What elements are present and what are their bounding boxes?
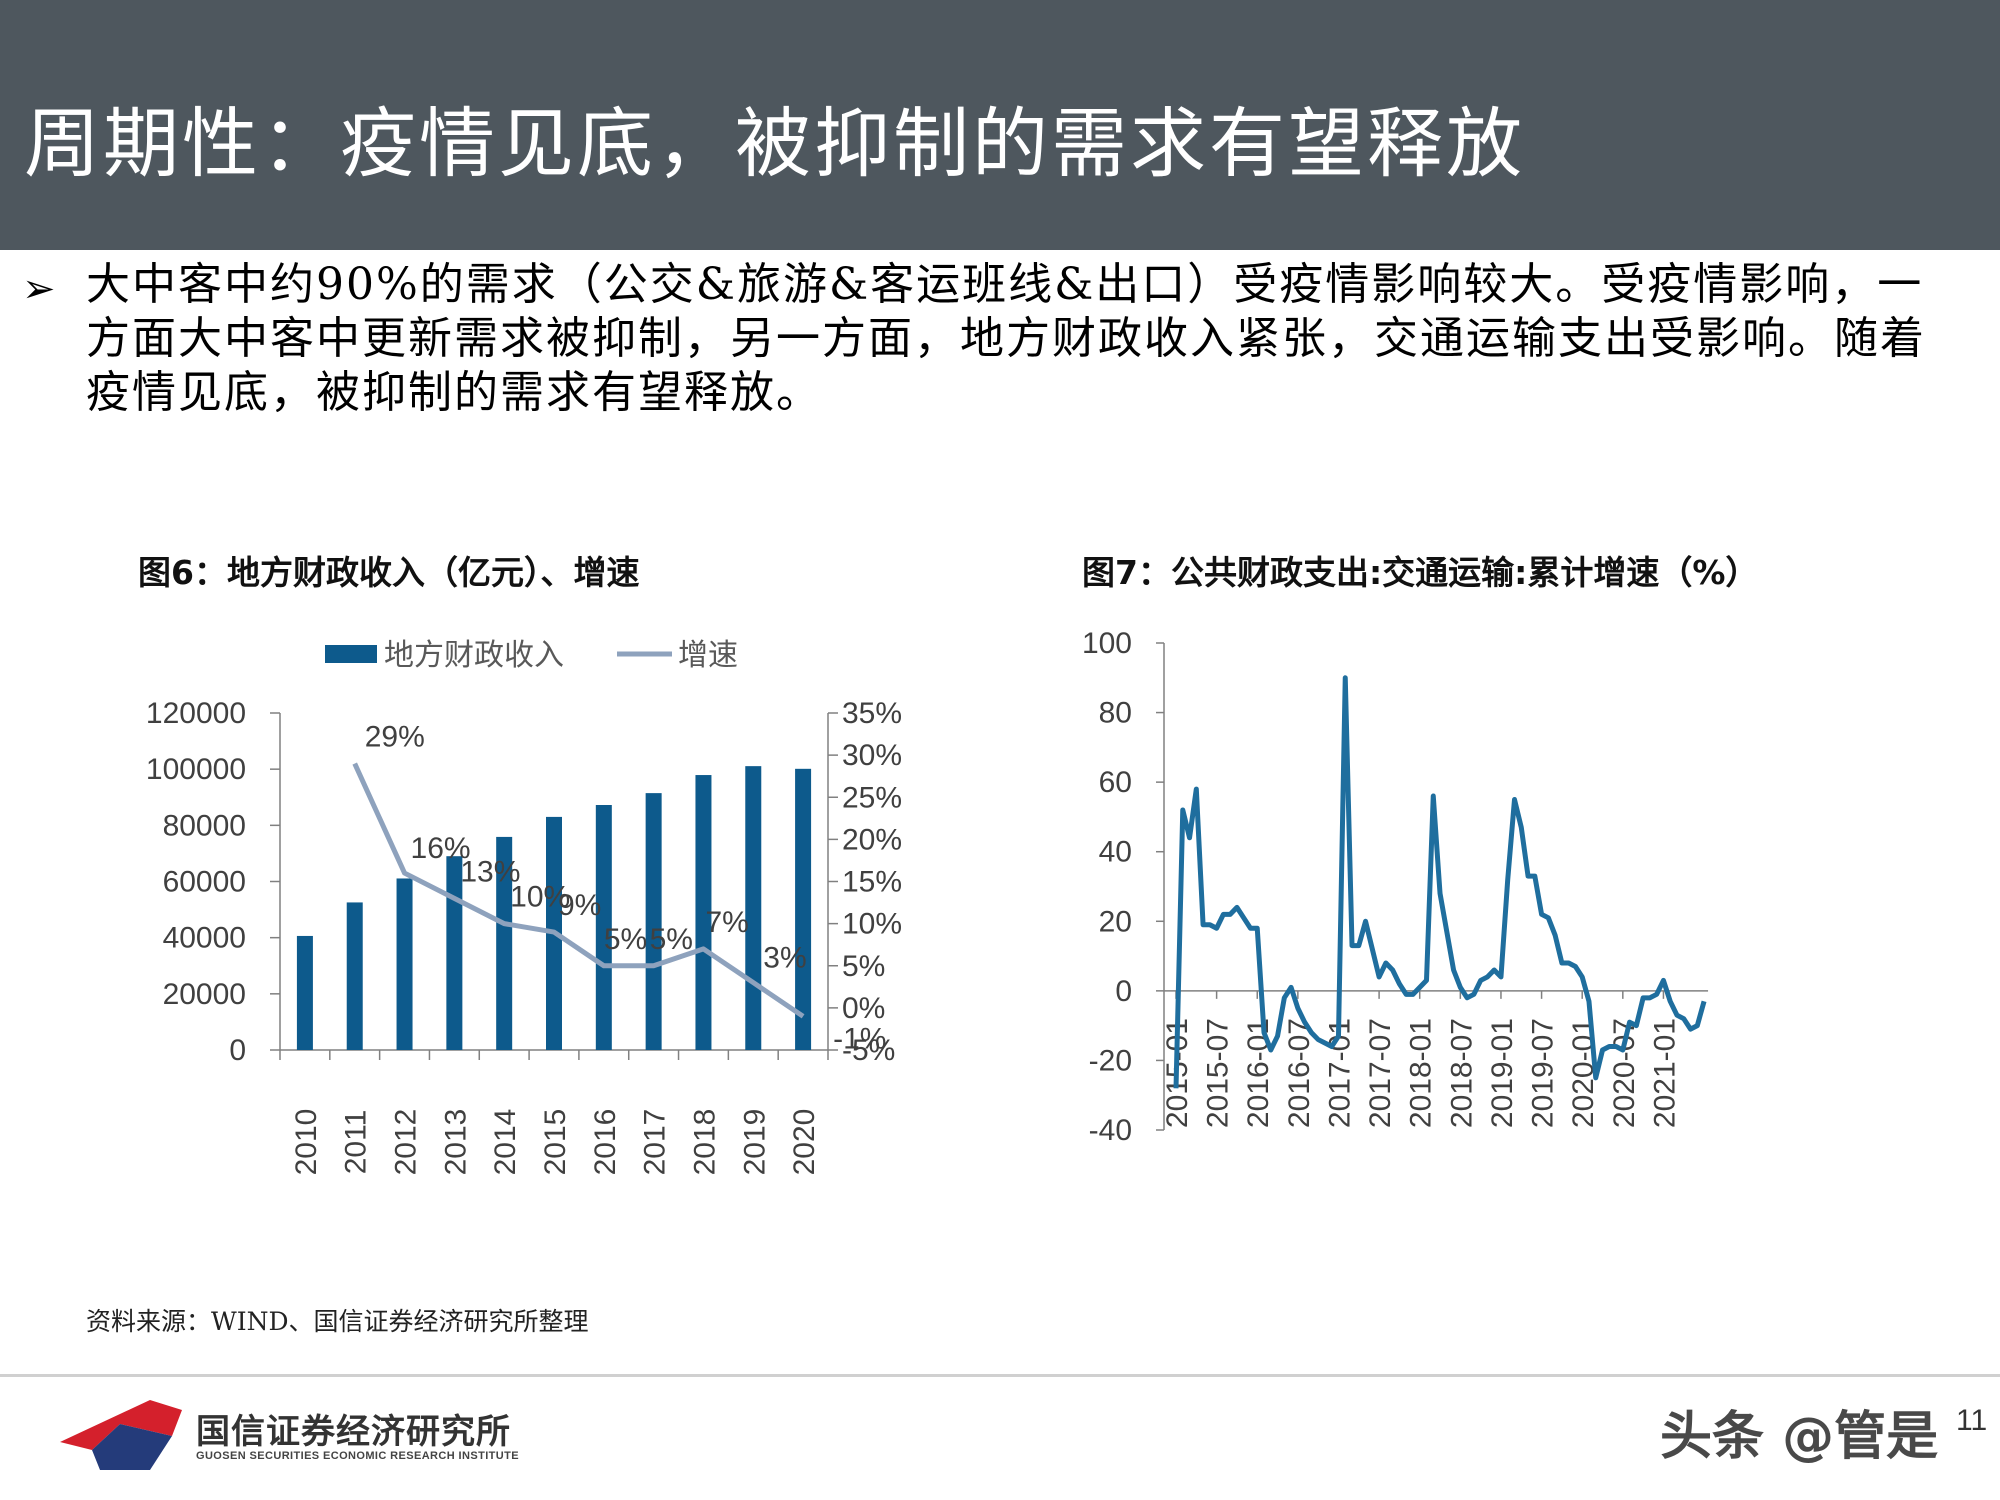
growth-data-label: 29% [365, 721, 425, 754]
footer-divider [0, 1374, 2000, 1377]
source-note: 资料来源：WIND、国信证券经济研究所整理 [86, 1307, 589, 1336]
y-right-tick-label: 35% [842, 697, 902, 730]
x-tick-label: 2011 [340, 1110, 373, 1175]
revenue-bar [296, 935, 313, 1050]
y-right-tick-label: 10% [842, 908, 902, 941]
growth-data-label: 16% [411, 832, 471, 865]
logo-name: 国信证券经济研究所 [196, 1412, 511, 1452]
revenue-bar [795, 768, 812, 1050]
x-tick-label: 2019 [738, 1109, 771, 1176]
revenue-bar [396, 878, 413, 1050]
x-tick-label: 2014 [489, 1109, 522, 1176]
x-tick-label: 2016-01 [1242, 1018, 1275, 1128]
slide-header: 周期性：疫情见底，被抑制的需求有望释放 [0, 0, 2000, 250]
revenue-bar [645, 793, 662, 1050]
y-tick-label: -20 [1089, 1044, 1132, 1077]
growth-data-label: 10% [510, 881, 570, 914]
x-tick-label: 2019-01 [1486, 1018, 1519, 1128]
y-right-tick-label: 15% [842, 866, 902, 899]
x-tick-label: 2013 [439, 1109, 472, 1176]
y-left-tick-label: 120000 [146, 697, 246, 730]
arrow-bullet-icon: ➢ [22, 266, 56, 312]
legend-bar-swatch [325, 645, 377, 663]
y-tick-label: 0 [1115, 975, 1132, 1008]
y-tick-label: 100 [1082, 627, 1132, 660]
growth-data-label: 9% [558, 889, 601, 922]
x-tick-label: 2010 [290, 1109, 323, 1176]
y-left-tick-label: 80000 [163, 809, 246, 842]
x-tick-label: 2015-07 [1202, 1018, 1235, 1128]
x-tick-label: 2012 [390, 1109, 423, 1176]
revenue-bar [496, 836, 513, 1050]
y-right-tick-label: 5% [842, 950, 885, 983]
y-tick-label: 80 [1099, 697, 1132, 730]
legend-label-revenue: 地方财政收入 [384, 638, 564, 673]
y-right-tick-label: -5% [842, 1034, 895, 1067]
x-tick-label: 2018-01 [1405, 1018, 1438, 1128]
x-tick-label: 2018-07 [1445, 1018, 1478, 1128]
y-left-tick-label: 60000 [163, 866, 246, 899]
x-tick-label: 2019-07 [1527, 1018, 1560, 1128]
y-left-tick-label: 20000 [163, 978, 246, 1011]
y-tick-label: 20 [1099, 905, 1132, 938]
x-tick-label: 2017 [639, 1109, 672, 1176]
chart2-title: 图7：公共财政支出:交通运输:累计增速（%） [1082, 553, 1759, 592]
growth-data-label: 7% [705, 906, 748, 939]
x-tick-label: 2016 [589, 1109, 622, 1176]
y-tick-label: 40 [1099, 836, 1132, 869]
revenue-bar [695, 775, 712, 1050]
y-right-tick-label: 30% [842, 739, 902, 772]
y-left-tick-label: 40000 [163, 922, 246, 955]
transport-growth-line [1173, 675, 1707, 1089]
growth-data-label: 3% [763, 942, 806, 975]
revenue-bar [346, 902, 363, 1050]
growth-data-label: 5% [650, 923, 693, 956]
growth-data-label: -1% [833, 1022, 886, 1055]
y-right-tick-label: 0% [842, 992, 885, 1025]
x-tick-label: 2018 [688, 1109, 721, 1176]
y-left-tick-label: 100000 [146, 753, 246, 786]
y-right-tick-label: 20% [842, 823, 902, 856]
logo-subtitle: GUOSEN SECURITIES ECONOMIC RESEARCH INST… [196, 1450, 519, 1462]
y-tick-label: 60 [1099, 766, 1132, 799]
growth-data-label: 13% [460, 855, 520, 888]
legend-label-growth: 增速 [678, 638, 738, 673]
revenue-bar [595, 805, 612, 1050]
y-left-tick-label: 0 [229, 1034, 246, 1067]
y-right-tick-label: 25% [842, 781, 902, 814]
page-number: 11 [1956, 1404, 1988, 1437]
revenue-bar [446, 856, 463, 1050]
x-tick-label: 2017-07 [1364, 1018, 1397, 1128]
x-tick-label: 2015 [539, 1109, 572, 1176]
growth-line [352, 762, 805, 1019]
chart1-title: 图6：地方财政收入（亿元）、增速 [138, 553, 640, 592]
x-tick-label: 2016-07 [1283, 1018, 1316, 1128]
watermark: 头条 @管是 [1660, 1407, 1939, 1467]
slide-title: 周期性：疫情见底，被抑制的需求有望释放 [24, 99, 1525, 188]
x-tick-label: 2020 [788, 1109, 821, 1176]
y-tick-label: -40 [1089, 1114, 1132, 1147]
growth-data-label: 5% [604, 923, 647, 956]
x-tick-label: 2021-01 [1648, 1018, 1681, 1128]
bullet-text: 大中客中约90%的需求（公交&旅游&客运班线&出口）受疫情影响较大。受疫情影响，… [86, 259, 1926, 418]
